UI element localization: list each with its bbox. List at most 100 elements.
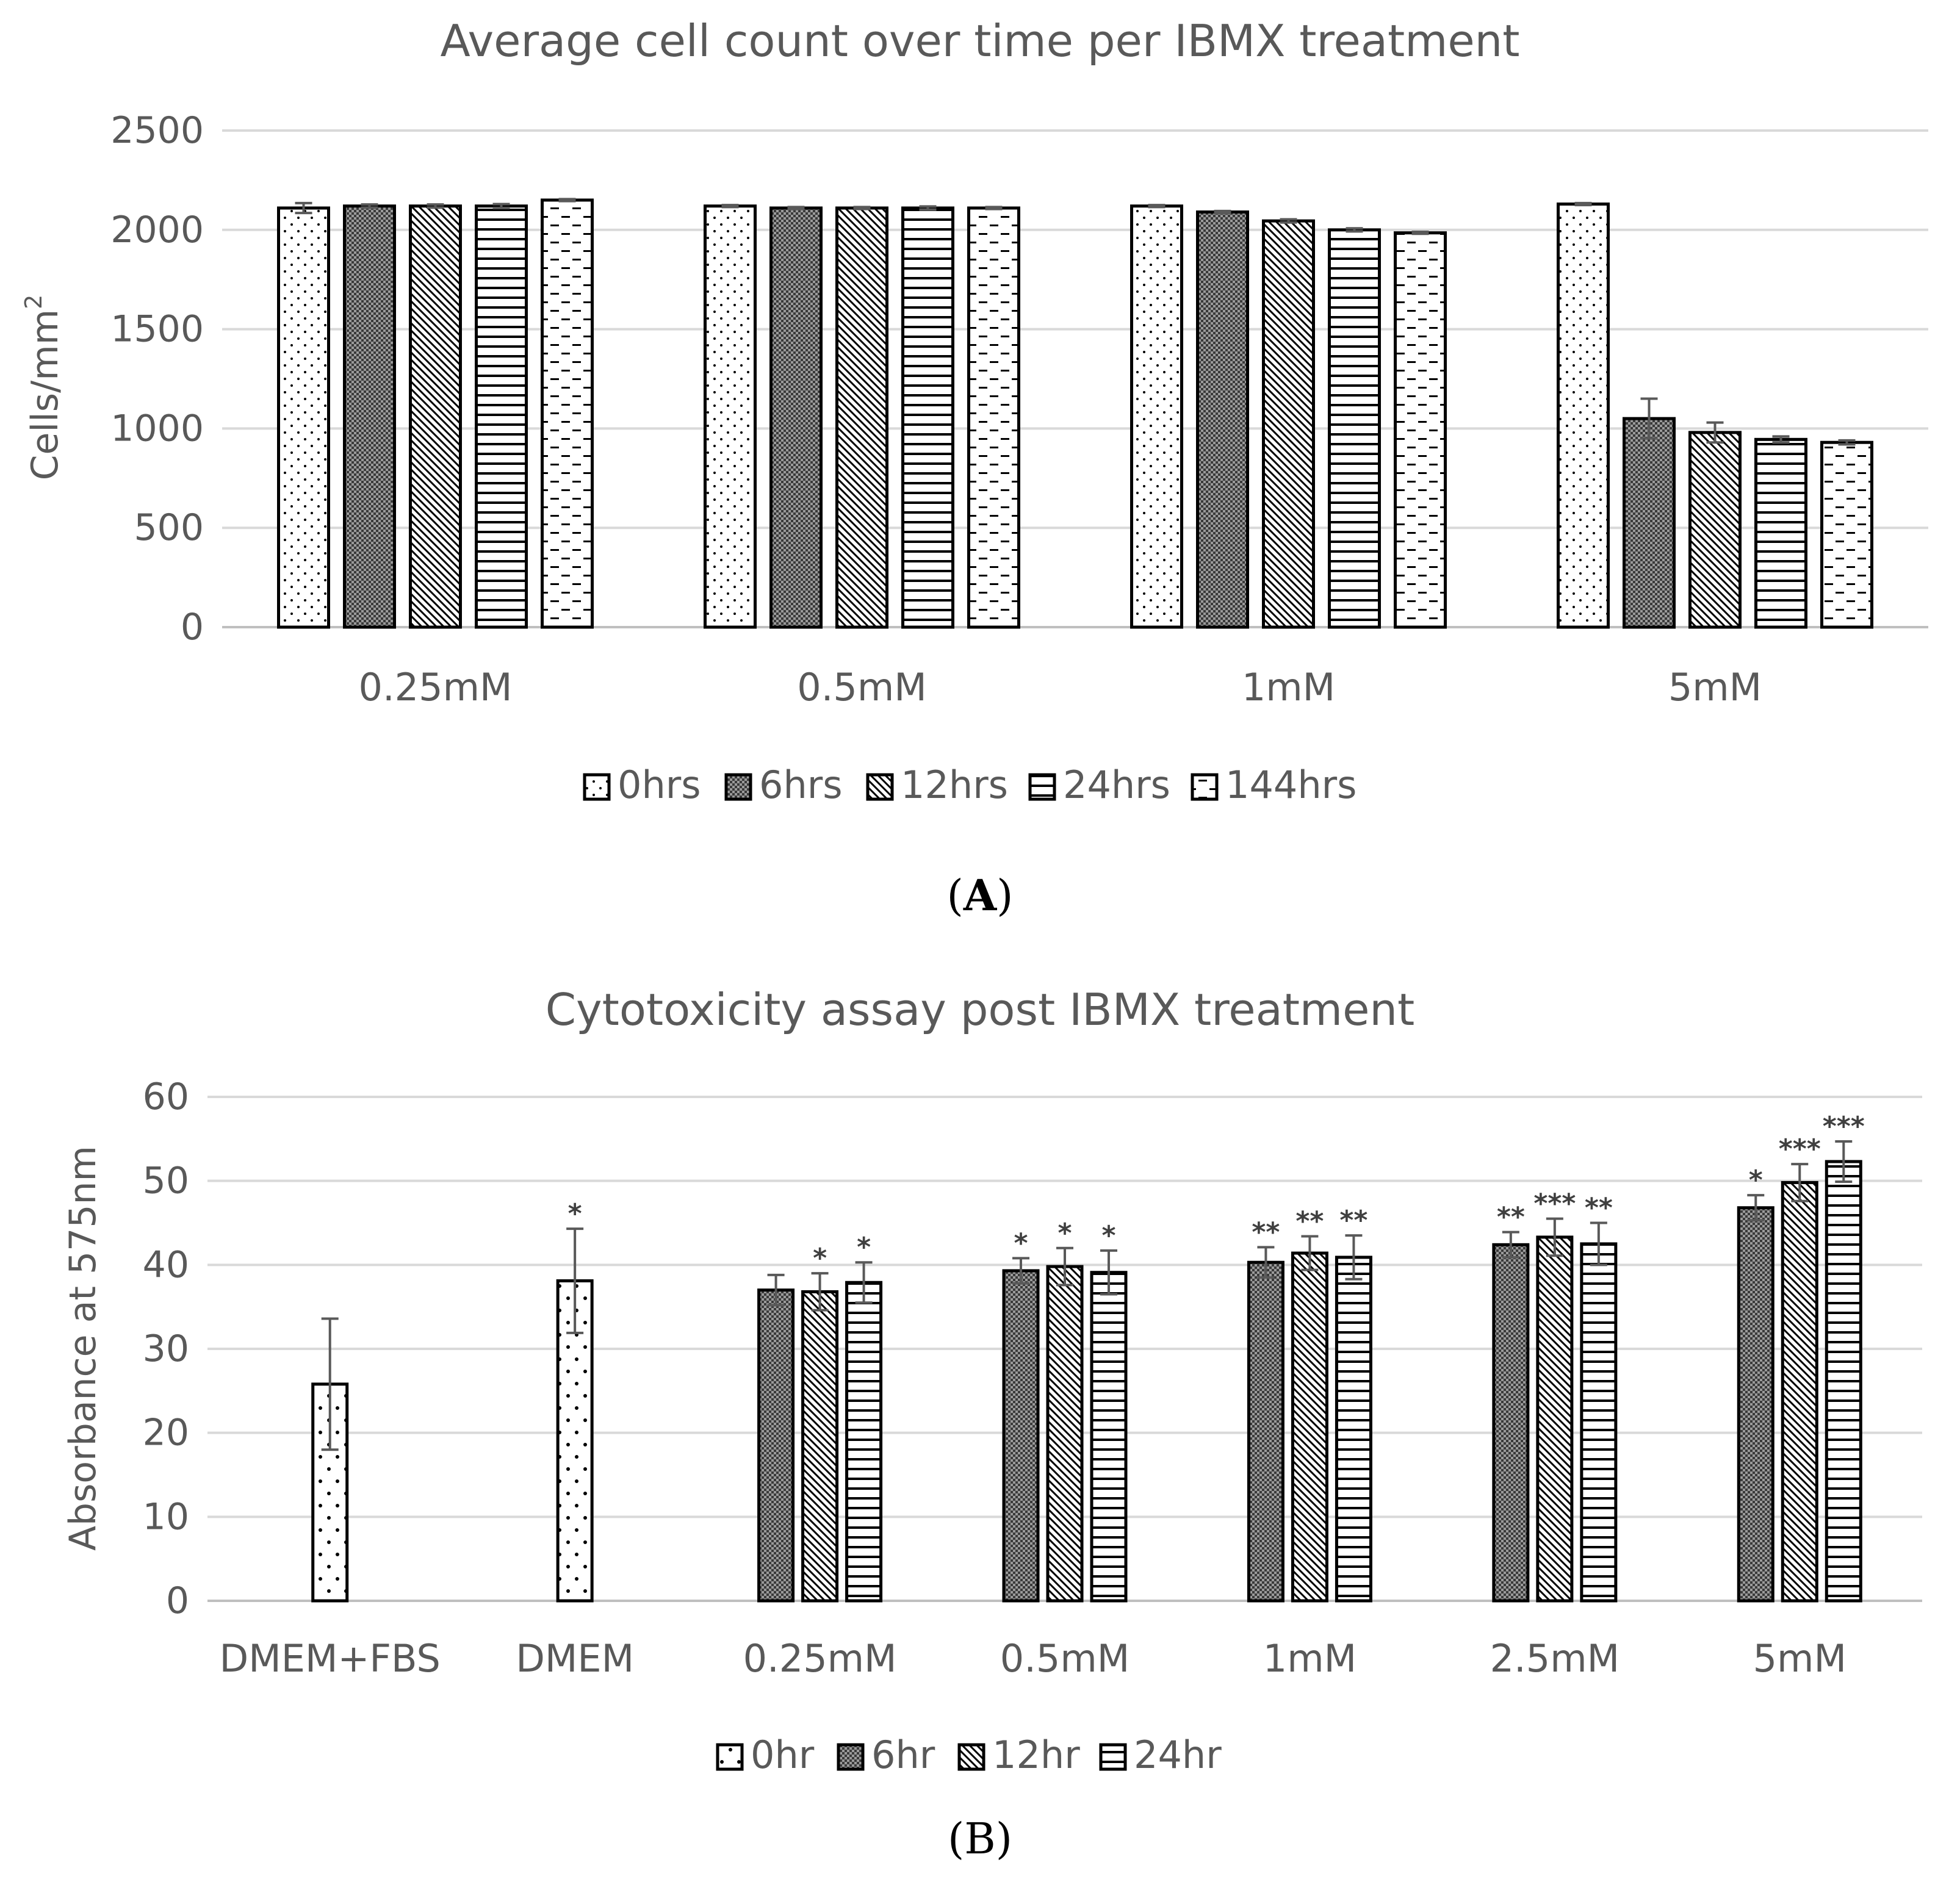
error-bar: [1835, 1140, 1853, 1184]
bar-144hrs-0.25mM: [541, 198, 594, 629]
significance-marker: *: [1014, 1227, 1028, 1259]
bar-24hr-1mM: [1335, 1256, 1372, 1603]
error-bar: [1301, 1235, 1319, 1271]
significance-marker: **: [1295, 1206, 1324, 1237]
bar-144hrs-5mM: [1820, 440, 1873, 629]
error-bar: [1574, 201, 1592, 207]
bar-6hr-2.5mM: [1492, 1243, 1530, 1603]
x-tick-label: 0.5mM: [797, 665, 927, 710]
legend-swatch: [866, 773, 894, 801]
error-bar: [558, 198, 576, 203]
chart-b-significance-markers: ** * * * * ** ** ** ** *** *********: [568, 1111, 1865, 1274]
chart-a-title: Average cell count over time per IBMX tr…: [441, 15, 1520, 66]
bar-24hr-2.5mM: [1580, 1242, 1618, 1603]
chart-b-gridlines: [207, 1096, 1922, 1602]
legend-label: 24hrs: [1063, 763, 1170, 807]
significance-marker: *: [1101, 1220, 1115, 1251]
error-bar: [361, 203, 378, 209]
x-tick-label: 2.5mM: [1490, 1636, 1620, 1681]
bar-12hr-1mM: [1291, 1251, 1328, 1603]
significance-marker: **: [1339, 1205, 1367, 1236]
y-tick-label: 40: [143, 1243, 189, 1286]
legend-swatch: [1028, 773, 1056, 801]
legend-swatch: [724, 773, 752, 801]
error-bar: [1346, 227, 1363, 233]
error-bar: [1214, 209, 1231, 215]
error-bar: [787, 206, 805, 210]
legend-swatch: [837, 1743, 865, 1771]
error-bar: [855, 1261, 873, 1304]
y-tick-label: 0: [181, 606, 204, 648]
legend-item-24hr: 24hr: [1099, 1733, 1222, 1777]
bar-6hrs-5mM: [1623, 417, 1676, 629]
x-tick-label: 0.25mM: [359, 665, 513, 710]
bar-0hrs-5mM: [1557, 202, 1610, 629]
bar-12hr-2.5mM: [1536, 1235, 1574, 1603]
legend-label: 0hr: [751, 1733, 815, 1777]
x-tick-label: 0.25mM: [743, 1636, 897, 1681]
significance-marker: ***: [1779, 1134, 1821, 1165]
y-tick-label: 1000: [110, 407, 204, 450]
y-tick-label: 20: [143, 1412, 189, 1454]
bar-12hrs-1mM: [1262, 219, 1315, 629]
bar-24hr-5mM: [1825, 1160, 1862, 1603]
bar-24hrs-1mM: [1328, 228, 1381, 629]
y-tick-label: 10: [143, 1495, 189, 1538]
chart-a-x-ticks: 0.25mM 0.5mM 1mM 5mM: [359, 665, 1762, 710]
significance-marker: *: [1749, 1165, 1763, 1196]
error-bar: [1772, 435, 1790, 444]
error-bar: [1411, 231, 1429, 235]
error-bar: [1590, 1221, 1607, 1266]
y-tick-label: 50: [143, 1160, 189, 1202]
chart-b-bars: [311, 1160, 1862, 1603]
chart-b-x-ticks: DMEM+FBS DMEM 0.25mM 0.5mM 1mM 2.5mM 5mM: [220, 1636, 1847, 1681]
bar-24hrs-5mM: [1754, 437, 1807, 629]
bar-144hrs-0.5mM: [967, 206, 1020, 629]
error-bar: [1012, 1257, 1029, 1285]
legend-swatch: [583, 773, 611, 801]
significance-marker: **: [1497, 1202, 1525, 1233]
error-bar: [1838, 439, 1856, 446]
chart-b-title: Cytotoxicity assay post IBMX treatment: [546, 984, 1414, 1035]
chart-a: Average cell count over time per IBMX tr…: [20, 15, 1928, 921]
error-bar: [1100, 1249, 1117, 1296]
x-tick-label: 5mM: [1668, 665, 1762, 710]
y-tick-label: 60: [143, 1076, 189, 1118]
error-bar: [566, 1227, 584, 1334]
legend-item-24hrs: 24hrs: [1028, 763, 1170, 807]
bar-24hrs-0.25mM: [475, 204, 528, 629]
legend-swatch: [957, 1743, 985, 1771]
bar-12hrs-0.5mM: [835, 206, 888, 629]
error-bar: [767, 1273, 785, 1307]
error-bar: [295, 201, 312, 215]
error-bar: [811, 1272, 829, 1312]
significance-marker: **: [1252, 1216, 1280, 1248]
x-tick-label: 1mM: [1263, 1636, 1357, 1681]
bar-6hr-0.25mM: [757, 1288, 795, 1603]
legend-label: 12hr: [992, 1733, 1080, 1777]
legend-swatch: [1191, 773, 1219, 801]
legend-swatch: [1099, 1743, 1127, 1771]
legend-item-144hrs: 144hrs: [1191, 763, 1357, 807]
chart-a-legend: 0hrs 6hrs 12hrs 24hrs 144hrs: [583, 763, 1357, 807]
significance-marker: ***: [1823, 1111, 1865, 1142]
error-bar: [919, 205, 937, 211]
significance-marker: *: [1057, 1218, 1072, 1249]
legend-item-12hrs: 12hrs: [866, 763, 1008, 807]
error-bar: [721, 204, 739, 209]
bar-12hrs-5mM: [1688, 431, 1742, 629]
legend-item-6hr: 6hr: [837, 1733, 935, 1777]
y-tick-label: 1500: [110, 308, 204, 351]
error-bar: [1502, 1231, 1519, 1259]
bar-6hrs-1mM: [1196, 210, 1249, 629]
error-bar: [427, 203, 444, 209]
y-tick-label: 2000: [110, 209, 204, 251]
y-tick-label: 30: [143, 1328, 189, 1370]
legend-label: 0hrs: [618, 763, 701, 807]
chart-a-y-axis-label: Cells/mm2: [20, 295, 67, 481]
error-bar: [985, 206, 1003, 210]
significance-marker: **: [1585, 1193, 1613, 1224]
bar-12hr-5mM: [1781, 1180, 1818, 1603]
error-bar: [1280, 218, 1297, 224]
